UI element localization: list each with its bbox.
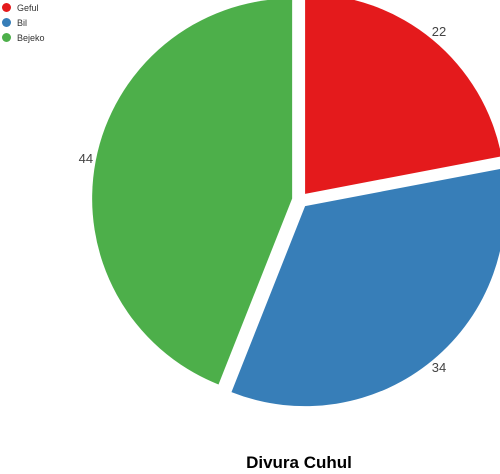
legend-label-bil: Bil bbox=[17, 17, 28, 28]
legend-item-geful[interactable]: Geful bbox=[0, 0, 45, 15]
slice-value-label-bejeko: 44 bbox=[79, 151, 93, 166]
pie-slices bbox=[92, 0, 500, 407]
pie-slice-bejeko[interactable] bbox=[92, 0, 293, 385]
slice-value-label-bil: 34 bbox=[432, 360, 446, 375]
legend-label-geful: Geful bbox=[17, 2, 39, 13]
legend-item-bil[interactable]: Bil bbox=[0, 15, 45, 30]
legend-marker-bejeko bbox=[2, 33, 11, 42]
legend-marker-bil bbox=[2, 18, 11, 27]
chart-title: Divura Cuhul bbox=[246, 453, 352, 472]
slice-value-label-geful: 22 bbox=[432, 24, 446, 39]
legend: Geful Bil Bejeko bbox=[0, 0, 45, 45]
pie-slice-geful[interactable] bbox=[305, 0, 500, 194]
legend-label-bejeko: Bejeko bbox=[17, 32, 45, 43]
legend-marker-geful bbox=[2, 3, 11, 12]
pie-value-labels: 22 34 44 bbox=[79, 24, 447, 375]
legend-item-bejeko[interactable]: Bejeko bbox=[0, 30, 45, 45]
pie-slice-bil[interactable] bbox=[231, 168, 500, 407]
